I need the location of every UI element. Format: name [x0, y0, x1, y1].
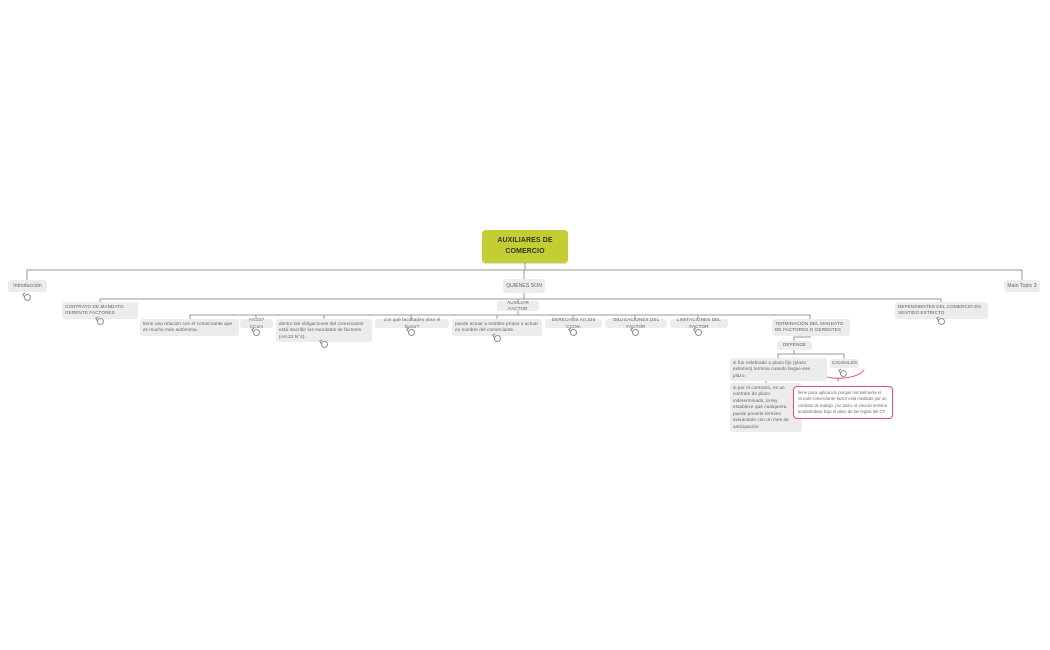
- thumbs-up-icon[interactable]: [494, 335, 501, 342]
- thumbs-up-icon[interactable]: [938, 318, 945, 325]
- topic-introduccion[interactable]: Introducción: [8, 280, 47, 292]
- topic-obligacion-inscribir[interactable]: dentro las obligaciones del comerciante …: [276, 319, 372, 343]
- topic-dependientes[interactable]: DEPENDIENTES DEL COMERCIO EN SENTIDO EST…: [895, 302, 988, 319]
- thumbs-up-icon[interactable]: [570, 329, 577, 336]
- central-topic[interactable]: AUXILIARES DE COMERCIO: [482, 230, 568, 263]
- topic-depende[interactable]: DEPENDE: [777, 341, 812, 350]
- topic-relacion-autonoma[interactable]: tiene una relación con el comerciante qu…: [140, 319, 239, 336]
- thumbs-up-icon[interactable]: [695, 329, 702, 336]
- topic-terminacion[interactable]: TERMINACIÓN DEL MANDATO DE FACTORES O GE…: [772, 319, 850, 336]
- topic-obligaciones-factor[interactable]: OBLIGACIONES DEL FACTOR: [605, 317, 667, 329]
- thumbs-up-icon[interactable]: [24, 294, 31, 301]
- topic-plazo-fijo[interactable]: si fue celebrado a plazo fijo (plazo ext…: [730, 358, 827, 382]
- topic-derechos[interactable]: DERECHOS Art.326 CCOm: [545, 317, 602, 329]
- thumbs-up-icon[interactable]: [408, 329, 415, 336]
- topic-auxiliar-factor[interactable]: AUXILIAR FACTOR: [497, 300, 539, 311]
- topic-contrato-mandato[interactable]: CONTRATO DE MANDATO. GERENTE FACTORES: [62, 302, 138, 319]
- topic-facultades[interactable]: con qué facultades obra el factor?: [375, 317, 449, 329]
- topic-nombre-propio[interactable]: puede actuar a nombre propio o actuar en…: [452, 319, 542, 336]
- topic-art-237[interactable]: Art.237 CCom: [240, 317, 273, 329]
- topic-causales[interactable]: CAUSALES: [830, 359, 859, 368]
- thumbs-up-icon[interactable]: [321, 341, 328, 348]
- topic-limitaciones-factor[interactable]: LIMITACIONES DEL FACTOR: [670, 317, 728, 329]
- topic-main-topic-3[interactable]: Main Topic 3: [1004, 280, 1040, 292]
- causales-note[interactable]: tiene poca aplicación porque normalmente…: [793, 386, 893, 420]
- thumbs-up-icon[interactable]: [632, 329, 639, 336]
- thumbs-up-icon[interactable]: [253, 329, 260, 336]
- thumbs-up-icon[interactable]: [97, 318, 104, 325]
- topic-plazo-indeterminado[interactable]: si por el contrario, es un contrato de p…: [730, 383, 802, 432]
- thumbs-up-icon[interactable]: [840, 370, 847, 377]
- topic-quienes-son[interactable]: QUIÉNES SON: [503, 279, 545, 293]
